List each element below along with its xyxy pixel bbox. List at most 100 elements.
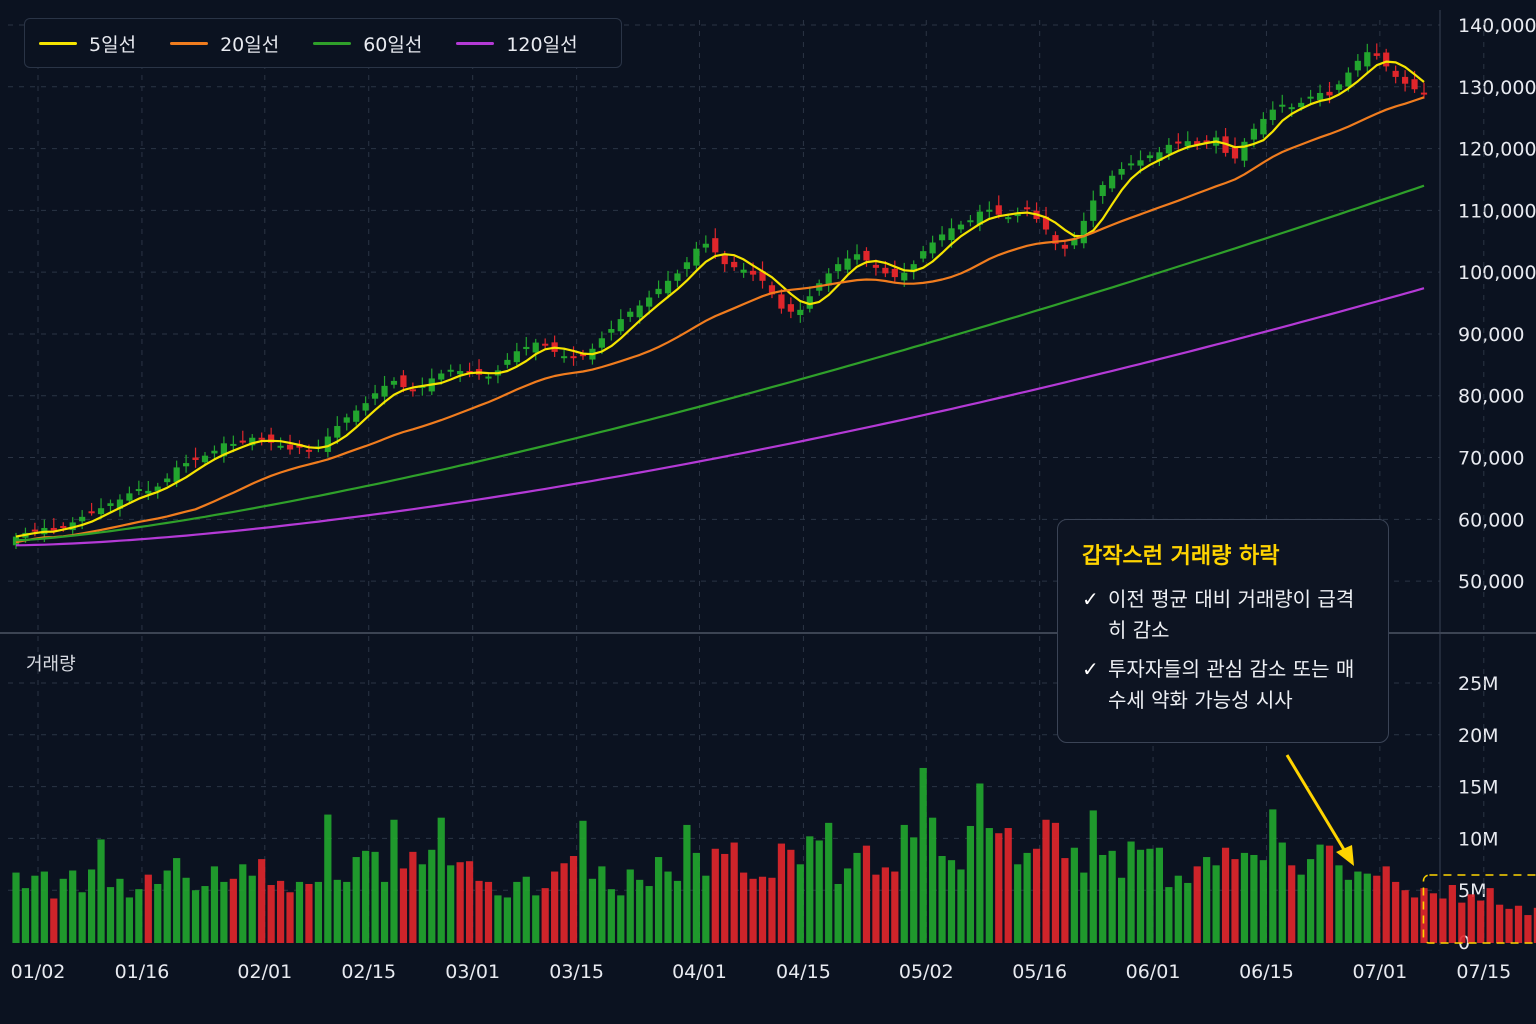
candle-body [88,511,95,514]
candle-body [740,269,747,273]
candle-body [1279,104,1286,107]
candle-body [353,410,360,422]
legend-item-ma5: 5일선 [39,30,136,57]
volume-bar [1373,875,1381,943]
volume-bar [97,839,105,943]
volume-bar [1240,852,1249,943]
volume-tick-label: 10M [1458,828,1499,850]
volume-bar [1136,849,1145,943]
volume-bar [12,872,20,943]
volume-bar [21,888,30,943]
volume-bar [1032,848,1041,943]
volume-bar [872,874,880,943]
price-tick-label: 90,000 [1458,324,1524,346]
candle-body [938,234,946,241]
volume-bar [588,878,597,943]
date-tick-label: 06/15 [1239,961,1294,983]
volume-bar [314,881,322,943]
candle-body [655,288,662,295]
volume-bar [1212,865,1220,943]
volume-bar [1269,809,1277,943]
candle-body [1298,102,1305,108]
candle-body [1316,92,1324,101]
volume-bar [87,869,96,943]
candle-body [835,264,842,272]
candle-body [1005,217,1012,220]
volume-bar [1344,879,1353,943]
candle-body [1335,84,1343,90]
candle-body [1127,163,1135,166]
volume-bar [881,867,889,943]
volume-bar [40,871,48,943]
candle-body [305,449,313,452]
candle-body [513,351,520,363]
candle-body [334,426,341,438]
volume-bar [503,897,511,943]
volume-panel-title: 거래량 [26,654,76,675]
candle-body [825,273,832,286]
price-tick-label: 70,000 [1458,448,1524,470]
volume-bar [1070,847,1078,943]
candle-body [778,294,785,309]
candle-body [579,353,587,357]
volume-bar [494,895,502,943]
candle-body [211,450,218,454]
volume-bar [1193,866,1201,943]
volume-bar [409,851,417,943]
candle-body [126,493,133,501]
volume-bar [163,870,171,943]
volume-bar [1325,845,1334,943]
candle-body [1061,244,1069,249]
volume-bar [1051,822,1060,943]
callout-point-text: 이전 평균 대비 거래량이 급격히 감소 [1108,587,1355,642]
volume-bar [862,845,871,943]
volume-bar [740,872,748,943]
candle-body [447,369,454,372]
volume-bar [484,881,493,943]
candle-body [1118,168,1125,175]
candle-body [901,272,908,281]
volume-bar [806,836,814,943]
volume-bar [428,849,436,943]
candle-body [693,248,700,266]
volume-bar [645,886,653,943]
volume-bar [938,856,946,943]
price-tick-label: 80,000 [1458,386,1524,408]
volume-bar [305,883,313,943]
volume-bar [730,842,738,943]
volume-bar [1259,860,1267,943]
legend-swatch-ma5 [39,41,77,45]
candle-body [1411,79,1418,90]
candle-body [107,503,114,506]
volume-bar [1486,888,1494,943]
volume-bar [1392,881,1400,943]
legend-label-ma120: 120일선 [506,33,578,56]
volume-bar [1429,893,1438,943]
candle-body [627,311,634,317]
candle-body [50,527,57,531]
candle-body [1364,52,1371,67]
candle-body [268,434,275,443]
volume-bar [106,887,115,943]
chart-legend: 5일선 20일선 60일선 120일선 [24,18,622,68]
volume-bar [560,863,568,943]
volume-bar [787,849,795,943]
volume-bar [626,869,634,943]
volume-bar [399,868,408,943]
volume-bar [1221,847,1230,943]
volume-bar [721,853,729,943]
candle-body [1326,91,1333,96]
price-tick-label: 60,000 [1458,509,1524,531]
legend-item-ma60: 60일선 [313,30,422,57]
volume-bar [929,817,937,943]
candle-body [806,296,813,309]
volume-bar [1363,873,1371,943]
volume-bar [125,897,133,943]
candle-body [702,243,709,248]
date-tick-label: 02/15 [341,961,396,983]
volume-bar [1004,828,1012,943]
candle-body [560,356,568,359]
candle-body [409,389,416,392]
ma5-line [15,60,1425,538]
volume-bar [1316,844,1324,943]
